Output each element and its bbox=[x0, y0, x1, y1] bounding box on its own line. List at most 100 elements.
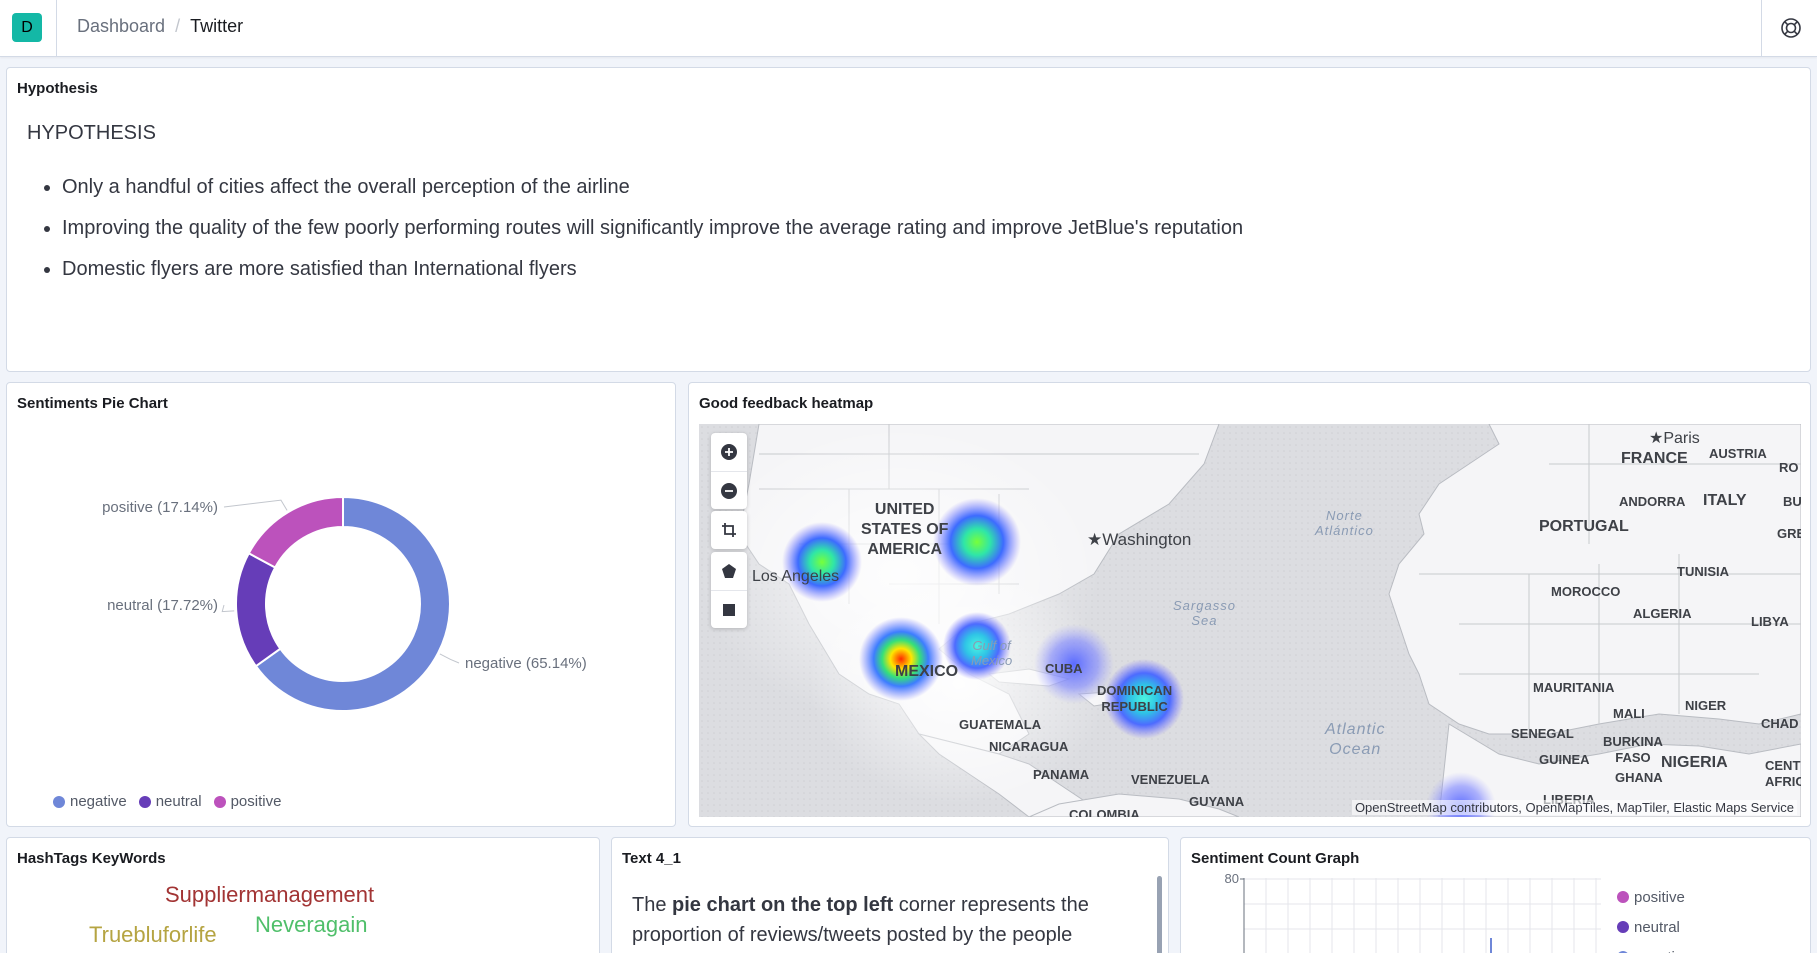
list-item: Domestic flyers are more satisfied than … bbox=[62, 256, 1243, 297]
zoom-out-button[interactable] bbox=[711, 471, 747, 509]
good-feedback-heatmap-panel: Good feedback heatmap bbox=[688, 382, 1811, 827]
map-label-cuba: CUBA bbox=[1045, 661, 1083, 676]
panel-title: Hypothesis bbox=[17, 80, 98, 97]
map-label-mauritania: MAURITANIA bbox=[1533, 680, 1615, 695]
legend-label: neutral bbox=[155, 793, 202, 810]
pie-slice-neutral[interactable] bbox=[235, 551, 282, 668]
legend-item-positive[interactable]: positive bbox=[1617, 882, 1691, 912]
map-label-venezuela: VENEZUELA bbox=[1131, 772, 1210, 787]
legend-dot bbox=[1617, 891, 1629, 903]
map-label-guinea: GUINEA bbox=[1539, 752, 1590, 767]
zoom-out-icon bbox=[721, 482, 737, 499]
breadcrumb-dashboard[interactable]: Dashboard bbox=[77, 16, 166, 36]
map-label-senegal: SENEGAL bbox=[1511, 726, 1574, 741]
tag-cloud-word[interactable]: Suppliermanagement bbox=[165, 882, 375, 907]
fit-bounds-control bbox=[711, 511, 747, 549]
map-label-north-atlantic: Norte Atlántico bbox=[1315, 508, 1374, 538]
draw-controls bbox=[711, 552, 747, 628]
square-icon bbox=[723, 603, 735, 616]
map-label-guatemala: GUATEMALA bbox=[959, 717, 1042, 732]
map-label-portugal: PORTUGAL bbox=[1539, 518, 1629, 535]
header-divider bbox=[56, 0, 57, 56]
legend-item-positive[interactable]: positive bbox=[213, 793, 282, 810]
slice-label-leader bbox=[439, 653, 460, 664]
scrollbar[interactable] bbox=[1157, 876, 1162, 953]
hashtags-keywords-panel: HashTags KeyWords Suppliermanagement Nev… bbox=[6, 837, 600, 953]
donut-chart: negative (65.14%) neutral (17.72%) positiv… bbox=[102, 495, 587, 712]
map-label-niger: NIGER bbox=[1685, 698, 1727, 713]
legend-label: positive bbox=[230, 793, 282, 810]
breadcrumb-current: Twitter bbox=[190, 16, 244, 36]
pie-legend: negative neutral positive bbox=[53, 793, 293, 810]
help-lifebuoy-icon[interactable] bbox=[1780, 17, 1802, 39]
legend-item-neutral[interactable]: neutral bbox=[138, 793, 202, 810]
tag-cloud-word[interactable]: Neveragain bbox=[255, 912, 368, 937]
map-label-gree: GREE bbox=[1777, 526, 1801, 541]
slice-label-negative: negative (65.14%) bbox=[465, 655, 587, 672]
legend-dot bbox=[213, 795, 226, 808]
pie-slice-positive[interactable] bbox=[247, 495, 344, 569]
map-label-france: FRANCE bbox=[1621, 450, 1688, 467]
map-label-panama: PANAMA bbox=[1033, 767, 1090, 782]
panel-title: Good feedback heatmap bbox=[699, 395, 874, 412]
map-label-nigeria: NIGERIA bbox=[1661, 754, 1728, 771]
legend-item-neutral[interactable]: neutral bbox=[1617, 912, 1691, 942]
pie-slice-negative[interactable] bbox=[254, 495, 451, 712]
list-item: Only a handful of cities affect the over… bbox=[62, 174, 1243, 215]
legend-label: negative bbox=[70, 793, 127, 810]
panel-title: Text 4_1 bbox=[622, 850, 681, 867]
breadcrumb-separator: / bbox=[175, 16, 181, 36]
map-label-mexico: MEXICO bbox=[895, 663, 959, 680]
map-label-dominican: DOMINICAN REPUBLIC bbox=[1097, 683, 1173, 714]
map-attribution[interactable]: OpenStreetMap contributors, OpenMapTiles… bbox=[1351, 800, 1797, 815]
y-tick-label: 80 bbox=[1225, 871, 1239, 886]
polygon-icon bbox=[722, 564, 736, 578]
markdown-text: The pie chart on the top left corner rep… bbox=[632, 890, 1132, 950]
sentiment-count-panel: Sentiment Count Graph 80 positive neutra… bbox=[1180, 837, 1811, 953]
app-avatar-badge[interactable]: D bbox=[12, 13, 42, 42]
zoom-controls bbox=[711, 433, 747, 509]
slice-label-leader bbox=[221, 604, 235, 613]
hypothesis-list: Only a handful of cities affect the over… bbox=[62, 174, 1243, 297]
crop-icon bbox=[722, 523, 736, 537]
map-label-austria: AUSTRIA bbox=[1709, 446, 1767, 461]
top-bar: D Dashboard / Twitter bbox=[0, 0, 1817, 57]
map-label-atlantic-ocean: Atlantic Ocean bbox=[1325, 721, 1386, 758]
map-label-tunisia: TUNISIA bbox=[1677, 564, 1729, 579]
slice-label-leader bbox=[223, 499, 288, 511]
legend-item-negative[interactable]: negative bbox=[1617, 942, 1691, 953]
map-label-nicaragua: NICARAGUA bbox=[989, 739, 1069, 754]
legend-dot bbox=[138, 795, 151, 808]
sentiments-pie-panel: Sentiments Pie Chart negative (65.14%) ne… bbox=[6, 382, 676, 827]
map-label-central-africa: CENTRAAFRICA bbox=[1765, 758, 1801, 789]
map-label-italy: ITALY bbox=[1703, 492, 1747, 509]
legend-item-negative[interactable]: negative bbox=[53, 793, 127, 810]
heatmap-map[interactable]: UNITED STATES OF AMERICA Los Angeles ★Wash… bbox=[699, 424, 1801, 817]
hypothesis-heading: HYPOTHESIS bbox=[27, 122, 156, 144]
fit-to-data-button[interactable] bbox=[711, 511, 747, 549]
map-label-ro: RO bbox=[1779, 460, 1799, 475]
zoom-in-button[interactable] bbox=[711, 433, 747, 471]
map-label-algeria: ALGERIA bbox=[1633, 606, 1692, 621]
slice-label-neutral: neutral (17.72%) bbox=[107, 597, 218, 614]
draw-bounds-button[interactable] bbox=[711, 590, 747, 628]
map-label-gulf: Gulf of Mexico bbox=[971, 638, 1013, 668]
text-run: The bbox=[632, 894, 673, 916]
map-label-burkina: BURKINA FASO bbox=[1603, 734, 1663, 765]
breadcrumb: Dashboard / Twitter bbox=[77, 16, 243, 37]
legend-dot bbox=[1617, 921, 1629, 933]
draw-polygon-button[interactable] bbox=[711, 552, 747, 590]
legend-label: positive bbox=[1634, 888, 1685, 906]
slice-label-positive: positive (17.14%) bbox=[102, 499, 218, 516]
header-divider-right bbox=[1761, 0, 1762, 56]
panel-title: Sentiment Count Graph bbox=[1191, 850, 1360, 867]
map-label-usa: UNITED STATES OF AMERICA bbox=[861, 501, 949, 558]
tag-cloud-word[interactable]: Truebluforlife bbox=[89, 922, 217, 947]
count-chart-grid: 80 bbox=[1225, 871, 1601, 953]
panel-title: Sentiments Pie Chart bbox=[17, 395, 168, 412]
hypothesis-panel: Hypothesis HYPOTHESIS Only a handful of … bbox=[6, 67, 1811, 372]
map-label-sargasso: Sargasso Sea bbox=[1173, 598, 1236, 628]
map-label-colombia: COLOMBIA bbox=[1069, 807, 1140, 817]
text-bold-run: pie chart on the top left bbox=[672, 894, 894, 916]
legend-dot bbox=[53, 795, 65, 808]
